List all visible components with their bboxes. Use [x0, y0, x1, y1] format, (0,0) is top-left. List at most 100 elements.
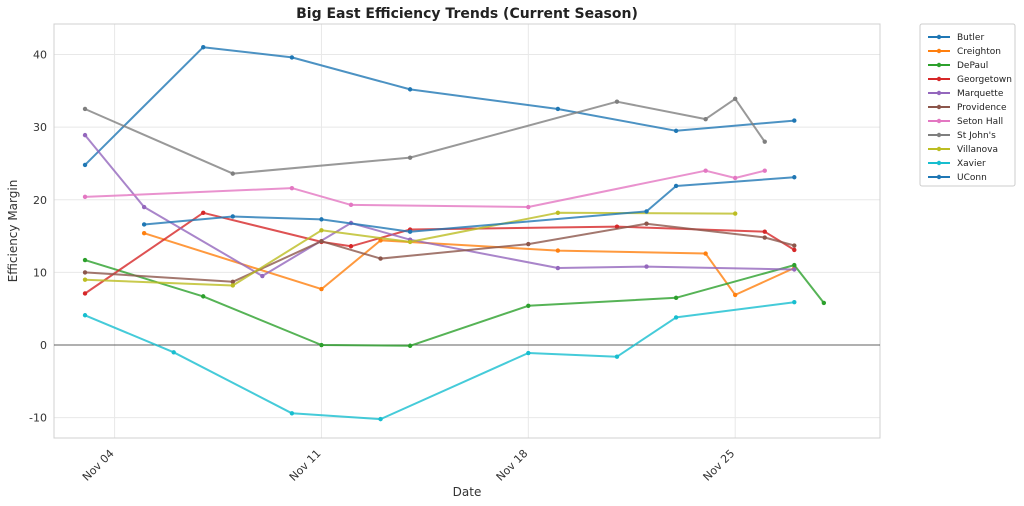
legend-marker — [936, 34, 942, 40]
data-point — [82, 194, 88, 200]
series-butler — [82, 45, 797, 168]
data-point — [762, 229, 767, 234]
y-tick-label: 40 — [33, 49, 47, 62]
data-point — [348, 202, 354, 208]
legend-marker — [936, 146, 942, 152]
data-point — [407, 239, 413, 245]
legend-item: Marquette — [928, 89, 1004, 99]
data-point — [82, 162, 88, 168]
data-point — [407, 229, 413, 234]
data-point — [555, 210, 561, 216]
legend-item: Villanova — [928, 145, 998, 155]
data-point — [378, 238, 383, 243]
data-point — [614, 99, 620, 104]
data-point — [82, 291, 88, 296]
series-uconn — [141, 175, 797, 234]
legend-label: Villanova — [957, 145, 998, 155]
data-point — [792, 243, 797, 248]
legend-item: UConn — [928, 173, 987, 183]
series-xavier — [82, 299, 797, 422]
series-depaul — [82, 257, 827, 348]
x-axis-label: Date — [453, 485, 482, 499]
legend-marker — [936, 76, 942, 82]
data-point — [82, 257, 88, 263]
legend-label: St John's — [957, 131, 996, 141]
y-tick-label: -10 — [29, 412, 47, 425]
data-point — [407, 155, 413, 160]
series-line — [84, 134, 795, 277]
data-point — [82, 132, 88, 138]
series-seton-hall — [82, 168, 767, 210]
legend-marker — [936, 104, 942, 110]
legend-label: Providence — [957, 103, 1007, 113]
data-point — [555, 248, 561, 253]
data-point — [673, 295, 679, 301]
data-point — [703, 168, 708, 173]
data-point — [732, 96, 738, 102]
data-point — [201, 45, 206, 50]
data-point — [230, 283, 235, 288]
legend-item: Xavier — [928, 159, 986, 169]
data-point — [703, 251, 708, 256]
data-point — [644, 221, 649, 226]
series-line — [84, 259, 825, 347]
data-point — [289, 55, 295, 60]
y-tick-label: 20 — [33, 194, 47, 207]
data-point — [82, 270, 88, 275]
data-point — [614, 354, 620, 359]
data-point — [526, 350, 531, 356]
data-point — [732, 292, 738, 298]
data-point — [732, 175, 738, 181]
data-point — [526, 303, 531, 309]
legend-item: Creighton — [928, 47, 1001, 57]
data-point — [732, 211, 738, 216]
legend-marker — [936, 62, 942, 68]
series-providence — [82, 221, 797, 285]
y-tick-label: 0 — [40, 339, 47, 352]
legend-label: Xavier — [957, 159, 986, 169]
plot-frame — [53, 23, 881, 439]
data-point — [141, 230, 147, 236]
data-point — [762, 139, 767, 144]
data-point — [82, 277, 88, 282]
series-line — [84, 211, 736, 287]
data-point — [703, 116, 708, 122]
data-point — [526, 204, 531, 210]
data-point — [289, 185, 295, 191]
legend-marker — [936, 132, 942, 138]
data-point — [319, 286, 324, 292]
data-point — [792, 175, 797, 180]
data-point — [289, 411, 295, 416]
data-point — [171, 350, 176, 355]
data-point — [526, 241, 531, 247]
legend-marker — [936, 174, 942, 180]
data-point — [201, 210, 206, 216]
data-point — [319, 238, 324, 244]
data-point — [378, 416, 383, 422]
data-point — [82, 313, 88, 318]
data-point — [82, 106, 88, 112]
series-group — [82, 45, 827, 422]
data-point — [407, 87, 413, 92]
data-point — [378, 256, 383, 261]
legend-label: Creighton — [957, 47, 1001, 57]
data-point — [319, 342, 324, 348]
data-point — [762, 168, 767, 173]
data-point — [792, 267, 797, 272]
series-st-john-s — [82, 96, 767, 176]
data-point — [792, 247, 797, 253]
data-point — [673, 183, 679, 189]
data-point — [792, 262, 797, 268]
legend-label: Seton Hall — [957, 117, 1003, 127]
y-tick-label: 30 — [33, 121, 47, 134]
y-tick-label: 10 — [33, 266, 47, 279]
series-line — [84, 222, 795, 283]
series-line — [84, 301, 795, 421]
data-point — [555, 106, 561, 112]
series-creighton — [141, 230, 797, 298]
data-point — [407, 343, 413, 348]
data-point — [792, 118, 797, 123]
data-point — [762, 235, 767, 240]
legend-label: Georgetown — [957, 75, 1012, 85]
